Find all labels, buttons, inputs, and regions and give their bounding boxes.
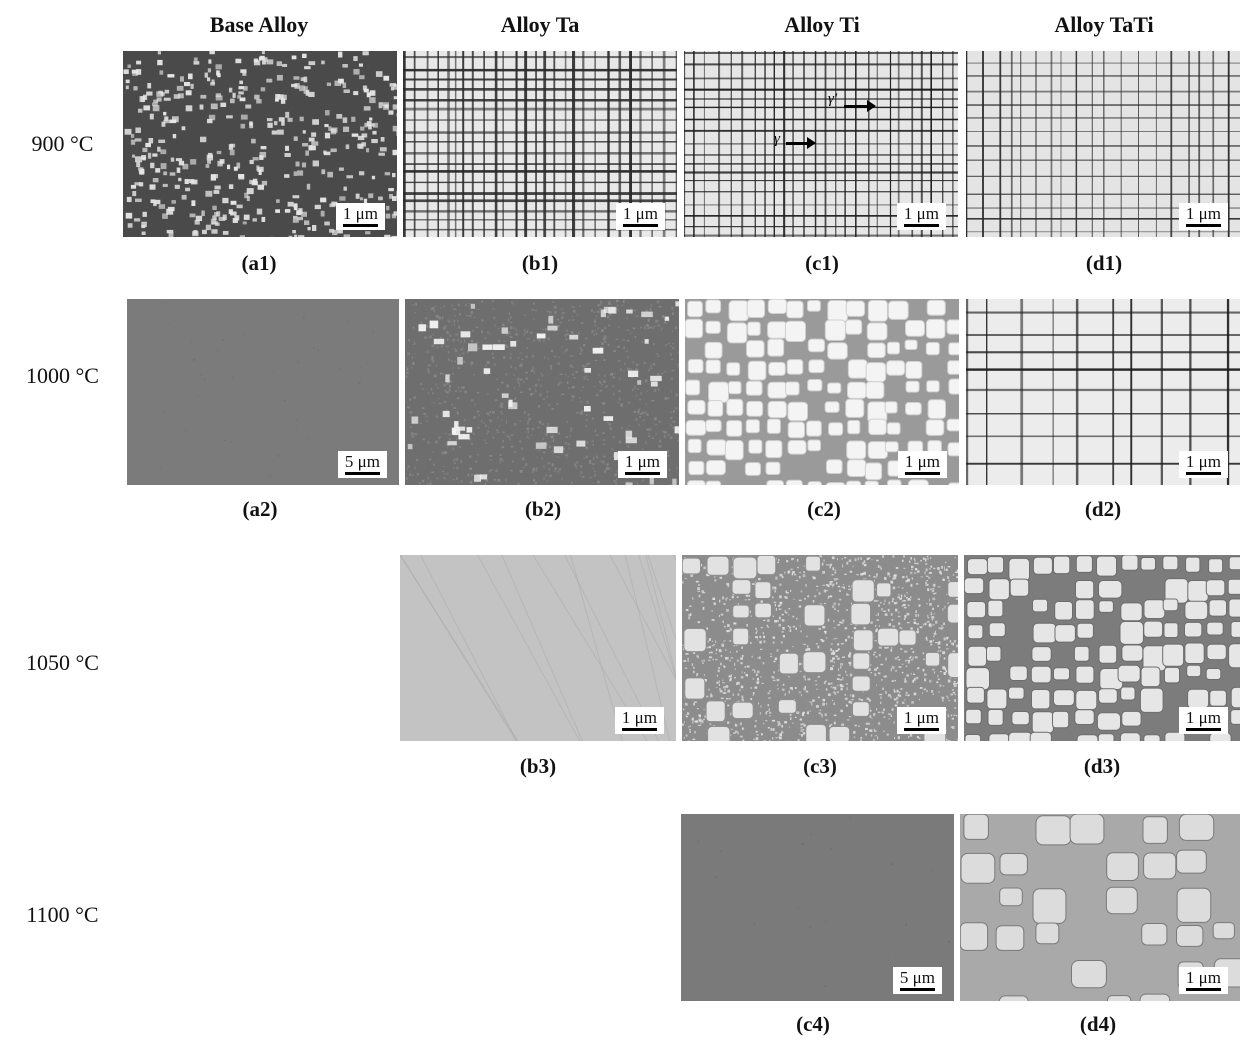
scale-bar-b2: 1 μm	[617, 451, 667, 478]
gamma-arrow	[786, 137, 816, 149]
caption-a2: (a2)	[242, 497, 278, 521]
column-heading-alloy-ta: Alloy Ta	[500, 12, 580, 37]
caption-d1: (d1)	[1085, 251, 1123, 275]
row-label-1000: 1000 °C	[26, 363, 99, 388]
micrograph-d4: 1 μm	[960, 814, 1240, 1001]
scale-bar-a1: 1 μm	[335, 203, 385, 230]
scale-bar-b3: 1 μm	[614, 707, 664, 734]
caption-b1: (b1)	[521, 251, 559, 275]
micrograph-a1: 1 μm	[123, 51, 397, 237]
scale-bar-a2: 5 μm	[337, 451, 387, 478]
caption-b3: (b3)	[519, 754, 557, 778]
column-heading-alloy-tati: Alloy TaTi	[1054, 12, 1154, 37]
micrograph-b3: 1 μm	[400, 555, 676, 741]
scale-bar-c4: 5 μm	[892, 967, 942, 994]
caption-c3: (c3)	[803, 754, 837, 778]
micrograph-c2: 1 μm	[685, 299, 959, 485]
micrograph-b1: 1 μm	[403, 51, 677, 237]
micrograph-c3: 1 μm	[682, 555, 958, 741]
micrograph-c4: 5 μm	[681, 814, 954, 1001]
scale-bar-b1: 1 μm	[615, 203, 665, 230]
gamma-prime-label: γ'	[828, 91, 838, 107]
caption-d2: (d2)	[1084, 497, 1122, 521]
caption-c2: (c2)	[807, 497, 841, 521]
caption-c1: (c1)	[805, 251, 839, 275]
row-label-1100: 1100 °C	[26, 902, 99, 927]
scale-bar-d4: 1 μm	[1178, 967, 1228, 994]
micrograph-d2: 1 μm	[966, 299, 1240, 485]
caption-d4: (d4)	[1079, 1012, 1117, 1036]
row-label-900: 900 °C	[31, 131, 94, 156]
micrograph-d1: 1 μm	[966, 51, 1240, 237]
column-heading-base-alloy: Base Alloy	[209, 12, 309, 37]
column-heading-alloy-ti: Alloy Ti	[784, 12, 860, 37]
scale-bar-d2: 1 μm	[1178, 451, 1228, 478]
micrograph-c1: γ' γ 1 μm	[684, 51, 958, 237]
caption-a1: (a1)	[241, 251, 277, 275]
gamma-prime-arrow	[844, 100, 876, 112]
scale-bar-d1: 1 μm	[1178, 203, 1228, 230]
row-label-1050: 1050 °C	[26, 650, 99, 675]
caption-b2: (b2)	[524, 497, 562, 521]
scale-bar-c2: 1 μm	[897, 451, 947, 478]
scale-bar-c1: 1 μm	[896, 203, 946, 230]
caption-d3: (d3)	[1083, 754, 1121, 778]
micrograph-b2: 1 μm	[405, 299, 679, 485]
scale-bar-d3: 1 μm	[1178, 707, 1228, 734]
micrograph-a2: 5 μm	[127, 299, 399, 485]
caption-c4: (c4)	[796, 1012, 830, 1036]
micrograph-d3: 1 μm	[964, 555, 1240, 741]
gamma-label: γ	[774, 131, 780, 147]
scale-bar-c3: 1 μm	[896, 707, 946, 734]
